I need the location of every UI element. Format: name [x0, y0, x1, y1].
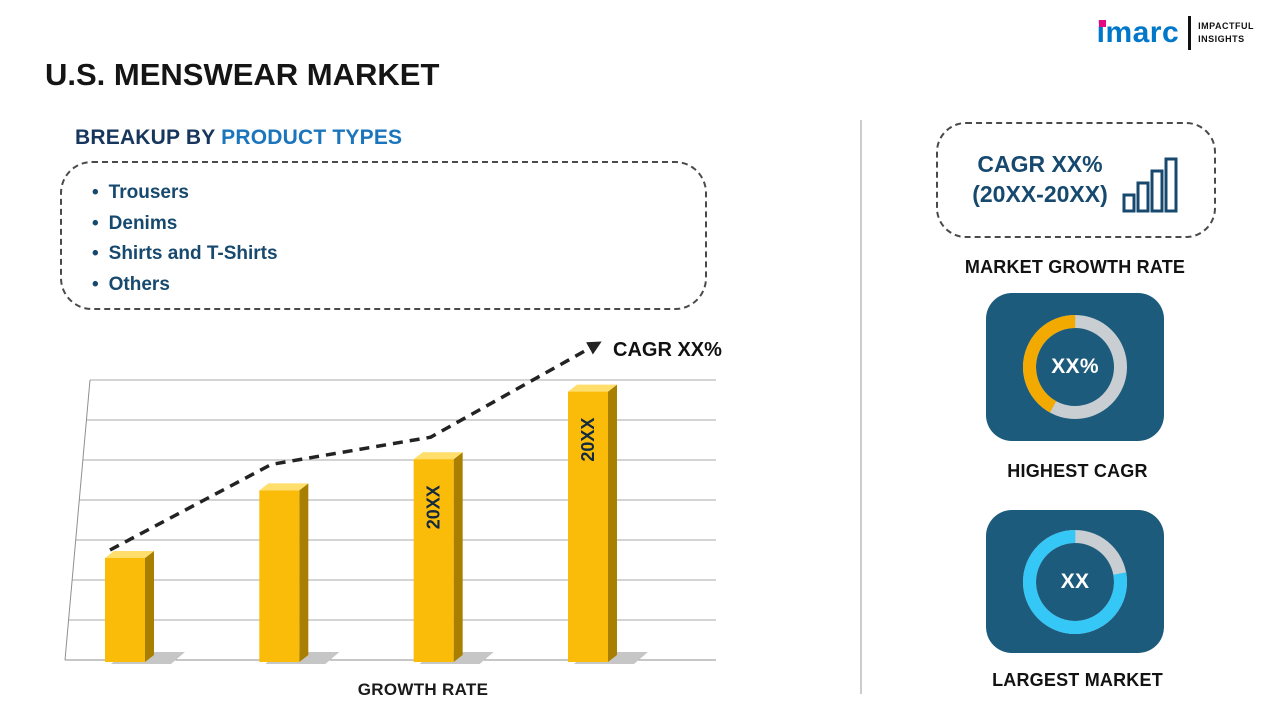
svg-text:20XX: 20XX — [578, 418, 598, 462]
svg-text:20XX: 20XX — [424, 485, 444, 529]
growth-bar-chart: 20XX 20XX — [64, 341, 716, 664]
logo-text: imarc — [1096, 16, 1180, 49]
logo-accent-dot — [1098, 20, 1106, 27]
highest-cagr-label: HIGHEST CAGR — [1007, 461, 1148, 481]
product-item-label: Denims — [108, 212, 178, 234]
market-growth-rate-label: MARKET GROWTH RATE — [964, 257, 1186, 277]
product-item: • Trousers — [92, 178, 705, 209]
cagr-line1: CAGR XX% — [977, 151, 1103, 178]
logo-divider — [1188, 16, 1192, 50]
product-item-label: Shirts and T-Shirts — [108, 243, 278, 264]
bullet-icon: • — [92, 182, 99, 203]
bullet-icon: • — [92, 212, 99, 234]
largest-market-card: XX — [986, 510, 1164, 653]
product-item: • Shirts and T-Shirts — [92, 239, 705, 270]
largest-market-label: LARGEST MARKET — [992, 670, 1163, 690]
product-list: • Trousers • Denims • Shirts and T-Shirts • Oth… — [62, 178, 705, 300]
product-item: • Denims — [92, 209, 705, 240]
cagr-text: CAGR XX% (20XX-20XX) — [972, 150, 1108, 210]
largest-market-value: XX — [1060, 569, 1090, 593]
vertical-divider — [860, 120, 862, 694]
largest-market-donut — [1023, 529, 1127, 634]
market-growth-rate-card: CAGR XX% (20XX-20XX) — [936, 122, 1216, 238]
product-item-label: Others — [108, 273, 170, 295]
heading-highlight: PRODUCT TYPES — [221, 126, 403, 149]
bullet-icon: • — [92, 273, 99, 295]
bullet-icon: • — [92, 243, 99, 264]
bar-chart-icon — [1122, 157, 1178, 213]
imarc-logo: imarc IMPACTFUL INSIGHTS — [1097, 16, 1254, 50]
product-item: • Others — [92, 270, 705, 301]
product-item-label: Trousers — [108, 182, 189, 203]
logo-tagline-line1: IMPACTFUL — [1198, 21, 1254, 32]
highest-cagr-card: XX% — [986, 293, 1164, 441]
highest-cagr-donut — [1023, 315, 1127, 419]
section-heading: BREAKUP BY PRODUCT TYPES — [75, 126, 402, 150]
product-types-box: • Trousers • Denims • Shirts and T-Shirts • Oth… — [60, 161, 707, 310]
logo-wordmark: imarc — [1097, 18, 1180, 48]
highest-cagr-value: XX% — [1051, 355, 1099, 378]
page-title: U.S. MENSWEAR MARKET — [45, 57, 440, 92]
logo-tagline: IMPACTFUL INSIGHTS — [1198, 20, 1254, 45]
logo-tagline-line2: INSIGHTS — [1198, 34, 1245, 44]
cagr-line2: (20XX-20XX) — [972, 181, 1108, 207]
chart-xlabel: GROWTH RATE — [357, 680, 489, 699]
cagr-annotation: CAGR XX% — [613, 339, 722, 361]
heading-prefix: BREAKUP BY — [75, 126, 216, 149]
